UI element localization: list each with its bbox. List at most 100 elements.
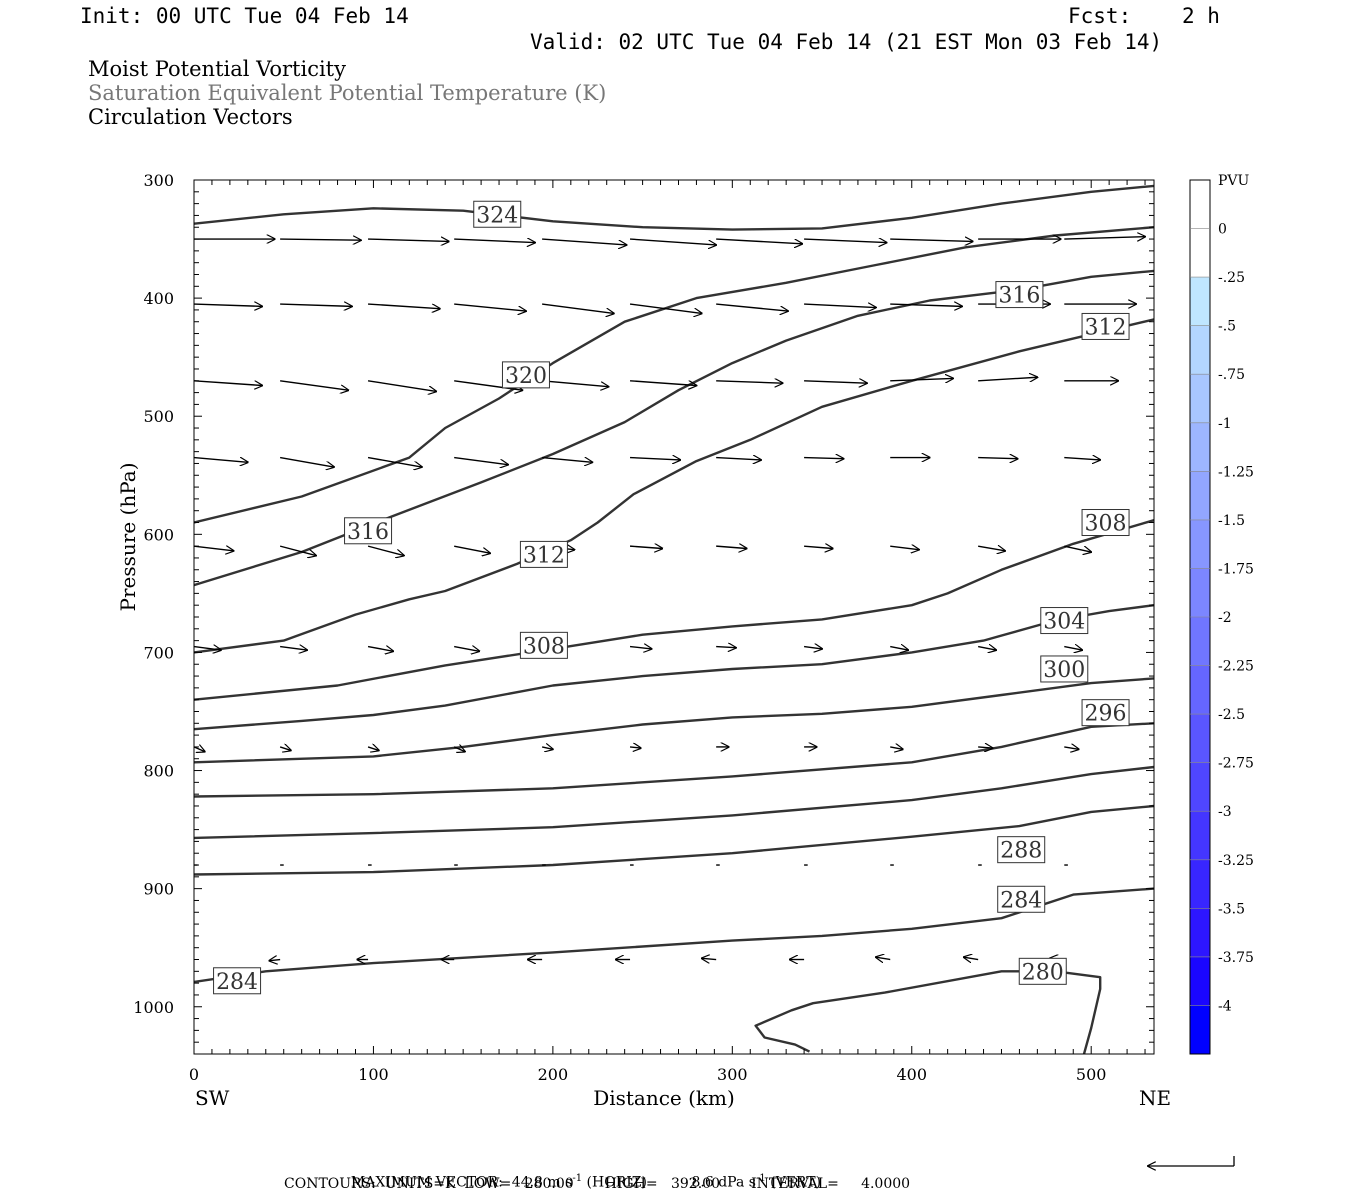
max-horiz-exp: -1 [572, 1173, 583, 1184]
colorbar-swatch [1190, 956, 1210, 1006]
circulation-vector [890, 747, 903, 749]
colorbar-swatch [1190, 908, 1210, 957]
x-tick-label: 0 [189, 1065, 199, 1084]
circulation-vector [194, 747, 205, 752]
circulation-vector [629, 647, 652, 649]
circulation-vector [629, 747, 641, 748]
contour-276 [194, 1067, 1154, 1085]
circulation-vector [454, 239, 535, 243]
contour-304 [194, 604, 1154, 731]
circulation-vector [804, 458, 843, 459]
circulation-vector [542, 303, 614, 313]
colorbar-swatch [1190, 228, 1210, 278]
circulation-vector [280, 239, 361, 240]
colorbar-label: -2.75 [1218, 756, 1254, 772]
colorbar-label: -3.75 [1218, 950, 1254, 966]
ne-label: NE [1139, 1086, 1171, 1110]
contour-label-box-300 [1040, 655, 1089, 683]
colorbar-label: -2 [1218, 610, 1232, 626]
circulation-vector [890, 304, 962, 306]
contour-label-box-304 [1040, 607, 1089, 635]
circulation-vector [890, 378, 953, 380]
axis-ticks [193, 179, 1154, 1055]
contour-label-324: 324 [476, 203, 518, 228]
circulation-vector [890, 546, 919, 550]
circulation-vector [280, 647, 307, 651]
field-title-mpv: Moist Potential Vorticity [88, 57, 346, 81]
circulation-vector [367, 747, 379, 751]
contour-300 [194, 677, 1154, 764]
contour-label-box-284 [997, 885, 1046, 913]
colorbar-swatch [1190, 617, 1210, 666]
contour-label-304: 304 [1043, 610, 1085, 635]
y-tick-label: 300 [143, 171, 174, 190]
circulation-vector [1064, 647, 1082, 651]
colorbar-label: -2.25 [1218, 659, 1254, 675]
colorbar-label: -.75 [1218, 367, 1245, 383]
circulation-vector [194, 546, 233, 551]
colorbar-label: -1 [1218, 416, 1232, 432]
circulation-vector [194, 959, 195, 961]
circulation-vector [978, 647, 996, 651]
colorbar-label: -.5 [1218, 319, 1236, 335]
contour-label-284: 284 [216, 970, 258, 995]
max-vector-label: MAXIMUM VECTOR: [350, 1174, 503, 1191]
circulation-vector [804, 239, 887, 243]
circulation-vector [454, 545, 490, 553]
contour-label-box-308 [519, 631, 568, 659]
circulation-vector [890, 647, 908, 651]
colorbar-label: -1.25 [1218, 464, 1254, 480]
circulation-vector [978, 546, 1005, 551]
circulation-vector [716, 381, 782, 383]
contours-info-line: CONTOURS: UNITS=K LOW= 280.00 HIGH= 392.… [284, 1176, 911, 1192]
colorbar-label: -3.25 [1218, 853, 1254, 869]
contour-label-box-316 [344, 517, 393, 545]
circulation-vector [876, 957, 891, 959]
y-tick-label: 900 [143, 880, 174, 899]
circulation-vector [964, 957, 979, 959]
circulation-vector [1064, 237, 1145, 239]
contour-label-320: 320 [505, 364, 547, 389]
circulation-vector [716, 546, 747, 548]
field-title-thetae: Saturation Equivalent Potential Temperat… [88, 81, 607, 105]
circulation-vector [804, 381, 867, 383]
contour-292 [194, 765, 1154, 840]
y-tick-label: 400 [143, 289, 174, 308]
max-vert-exp: -1 [755, 1173, 766, 1184]
colorbar-label: 0 [1218, 222, 1227, 238]
colorbar-label: -4 [1218, 998, 1232, 1014]
circulation-vector [194, 456, 248, 463]
x-tick-label: 500 [1076, 1065, 1107, 1084]
contour-label-296: 296 [1085, 702, 1127, 727]
contour-label-316: 316 [347, 520, 389, 545]
contour-label-box-312 [1081, 312, 1130, 340]
contour-label-308: 308 [523, 634, 565, 659]
colorbar-swatch [1190, 1005, 1210, 1054]
x-tick-label: 200 [538, 1065, 569, 1084]
circulation-vector [629, 380, 696, 386]
vector-layer [194, 237, 1145, 1066]
circulation-vector [368, 239, 449, 241]
colorbar-swatch [1190, 277, 1210, 326]
contour-label-box-324 [473, 200, 522, 228]
circulation-vector [629, 238, 716, 245]
circulation-vector [368, 303, 440, 309]
reference-vector-arrow [1148, 1156, 1235, 1166]
field-title-vectors: Circulation Vectors [88, 105, 293, 129]
max-horiz-unit: (HORIZ) [586, 1174, 647, 1191]
colorbar-swatch [1190, 325, 1210, 375]
contour-label-box-288 [997, 836, 1046, 864]
circulation-vector [804, 647, 822, 649]
x-axis-title: Distance (km) [593, 1086, 735, 1110]
contour-label-308: 308 [1085, 512, 1127, 537]
circulation-vector [702, 958, 717, 959]
circulation-vector [367, 380, 436, 392]
contour-label-284: 284 [1000, 888, 1042, 913]
colorbar-label: -3.5 [1218, 901, 1245, 917]
x-tick-label: 300 [717, 1065, 748, 1084]
circulation-vector [367, 545, 404, 555]
circulation-vector [890, 239, 973, 241]
contour-label-box-280 [1018, 957, 1067, 985]
